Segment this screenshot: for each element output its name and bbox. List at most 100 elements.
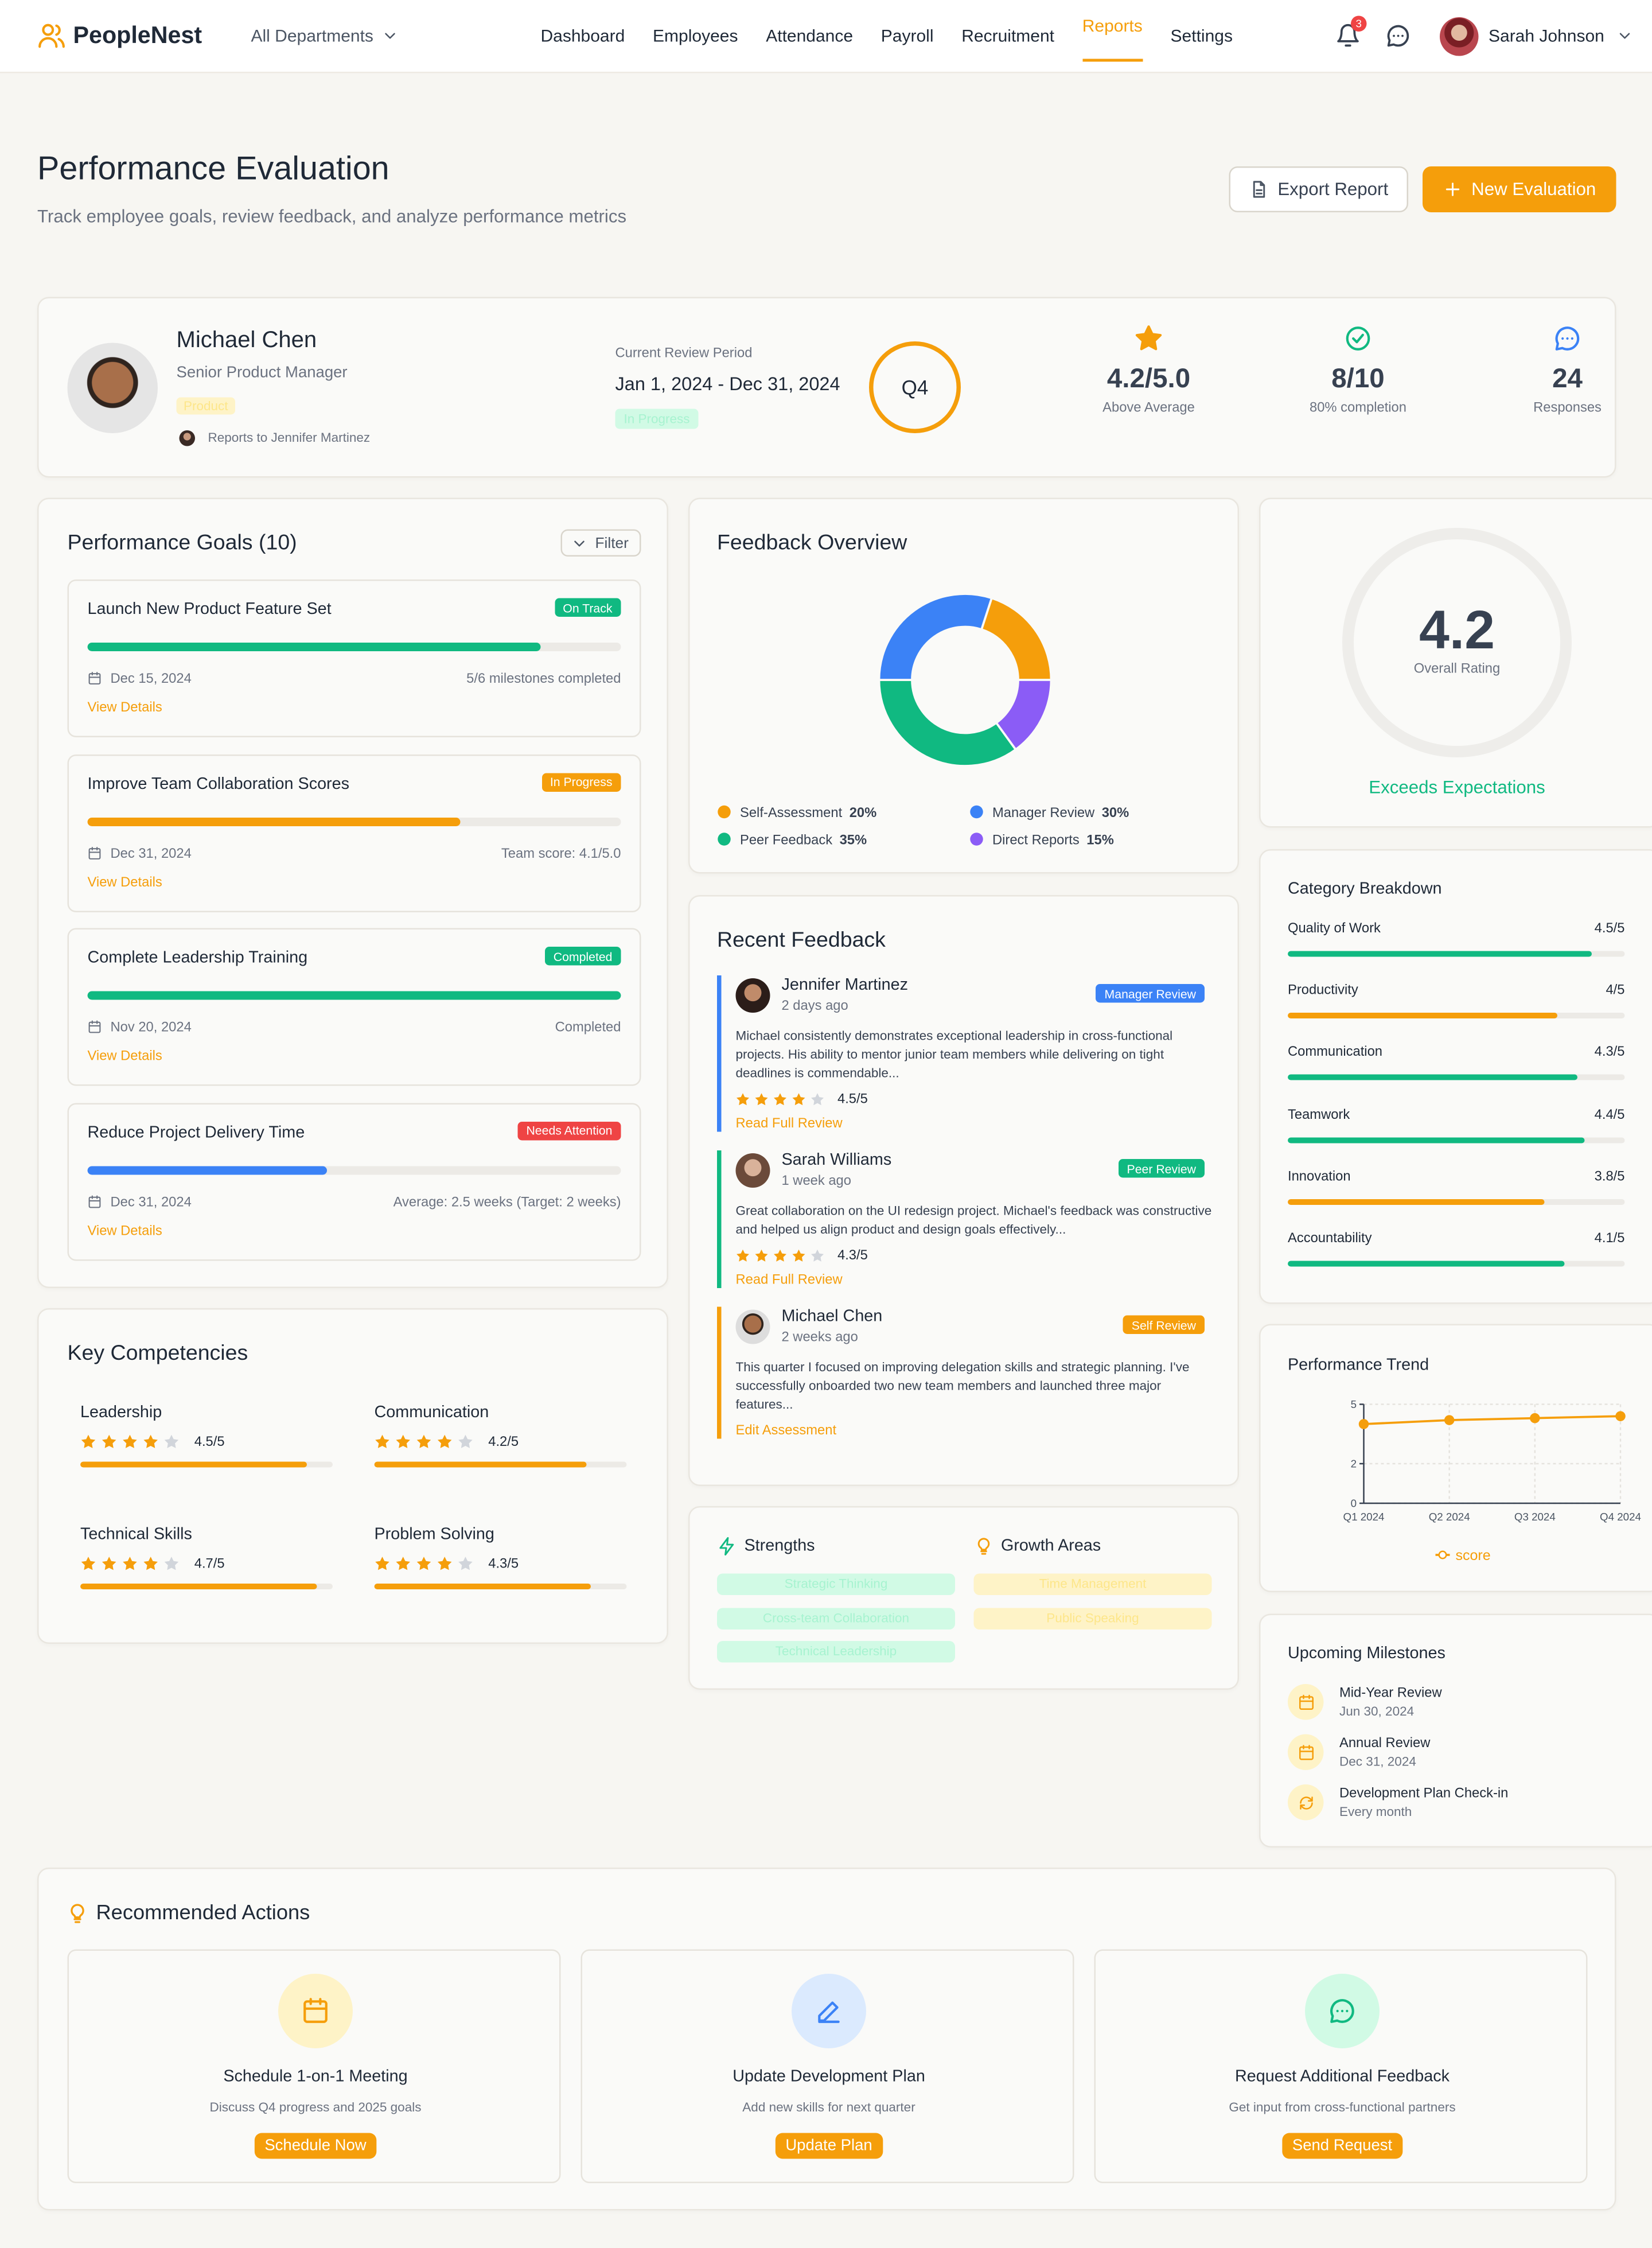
- growth-title: Growth Areas: [1001, 1538, 1101, 1555]
- feedback-head: Sarah Williams 1 week ago Peer Review: [735, 1150, 1212, 1193]
- review-period: Jan 1, 2024 - Dec 31, 2024: [615, 373, 840, 395]
- nav-link[interactable]: Attendance: [766, 26, 854, 46]
- profile-card: Michael Chen Senior Product Manager Prod…: [37, 297, 1616, 478]
- progress-track: [374, 1584, 627, 1589]
- progress-fill: [87, 1165, 328, 1174]
- nav-link[interactable]: Settings: [1170, 26, 1233, 46]
- progress-fill: [80, 1584, 318, 1589]
- competency-name: Technical Skills: [80, 1526, 192, 1543]
- feedback-item: Michael Chen 2 weeks ago Self Review This q…: [717, 1306, 1212, 1439]
- milestone-glyph-path: [1298, 1744, 1313, 1760]
- star: [458, 1434, 473, 1448]
- legend-label: Manager Review 30%: [992, 805, 1129, 820]
- filter-label: Filter: [595, 534, 629, 552]
- logo-icon-path: [38, 24, 65, 48]
- goal-link[interactable]: View Details: [87, 1223, 162, 1239]
- goal-link[interactable]: View Details: [87, 1048, 162, 1065]
- strengths-title: Strengths: [744, 1538, 815, 1555]
- calendar-icon-path: [88, 846, 101, 859]
- donut-chart: Self-Assessment 20% Direct Reports 15% Peer …: [718, 593, 1129, 847]
- feedback-item: Jennifer Martinez 2 days ago Manager Revie…: [717, 975, 1212, 1132]
- category-name: Innovation: [1288, 1168, 1351, 1185]
- nav-link[interactable]: Dashboard: [540, 26, 625, 46]
- milestone-glyph: [1298, 1694, 1313, 1709]
- progress-track: [1288, 1075, 1625, 1081]
- milestone-icon: [1288, 1734, 1324, 1770]
- notifications-button[interactable]: 3: [1335, 15, 1367, 56]
- review-text: This quarter I focused on improving dele…: [735, 1360, 1190, 1411]
- nav-link[interactable]: Recruitment: [961, 26, 1054, 46]
- chevron-path: [385, 33, 396, 39]
- star: [774, 1093, 786, 1106]
- action-button[interactable]: Send Request: [1282, 2133, 1402, 2159]
- star: [164, 1557, 179, 1570]
- goal-card: Launch New Product Feature Set On Track De…: [67, 579, 641, 737]
- progress-fill: [1288, 1261, 1564, 1267]
- rating-label: 4.3/5: [488, 1555, 519, 1572]
- competency-name: Communication: [374, 1404, 489, 1422]
- milestone-glyph-path: [1299, 1796, 1312, 1809]
- feedback-item: Sarah Williams 1 week ago Peer Review Great…: [717, 1150, 1212, 1288]
- stat-icon-path: [1135, 325, 1162, 351]
- trend-point: [1358, 1419, 1369, 1429]
- star: [416, 1557, 431, 1570]
- nav-link[interactable]: Reports: [1082, 16, 1143, 64]
- action-glyph: [1330, 1999, 1354, 2023]
- stat-icon: [1346, 326, 1370, 351]
- calendar-icon: [88, 846, 101, 859]
- action-button[interactable]: Update Plan: [775, 2133, 883, 2159]
- progress-track: [1288, 951, 1625, 957]
- goal-name: Launch New Product Feature Set: [87, 601, 332, 619]
- feedback-overview-card: Feedback Overview Self-Assessment 20% Dire…: [688, 497, 1239, 874]
- action-title: Request Additional Feedback: [1234, 2068, 1450, 2086]
- user-menu[interactable]: Sarah Johnson: [1489, 26, 1633, 46]
- x-tick-label: Q4 2024: [1600, 1511, 1641, 1523]
- x-tick-label: Q2 2024: [1429, 1511, 1470, 1523]
- brand: PeopleNest: [73, 23, 202, 49]
- stat-icon-path: [1346, 326, 1370, 351]
- action-glyph-path: [303, 1998, 328, 2023]
- category-breakdown-card: Category Breakdown Quality of Work 4.5/5 P…: [1259, 849, 1652, 1304]
- quarter-ring: [869, 341, 961, 433]
- competencies-title: Key Competencies: [67, 1341, 248, 1366]
- filter-button[interactable]: Filter: [560, 529, 641, 557]
- export-button[interactable]: Export Report: [1229, 166, 1408, 212]
- overall-verdict: Exceeds Expectations: [1369, 777, 1545, 798]
- nav-link[interactable]: Employees: [653, 26, 738, 46]
- goal-card: Improve Team Collaboration Scores In Prog…: [67, 753, 641, 912]
- action-title: Schedule 1-on-1 Meeting: [223, 2068, 408, 2086]
- bell-icon-path: [1337, 24, 1359, 47]
- action-description: Get input from cross-functional partners: [1229, 2100, 1456, 2114]
- goal-link[interactable]: View Details: [87, 700, 162, 716]
- goal-status: On Track: [554, 598, 621, 617]
- goal-detail: Average: 2.5 weeks (Target: 2 weeks): [393, 1194, 621, 1210]
- action-card: Update Development Plan Add new skills fo…: [580, 1949, 1074, 2183]
- star-rating: [81, 1434, 179, 1448]
- rating-label: 4.7/5: [194, 1555, 225, 1572]
- progress-fill: [87, 643, 541, 651]
- new-evaluation-button[interactable]: New Evaluation: [1423, 166, 1616, 212]
- star: [396, 1557, 410, 1570]
- messages-button[interactable]: [1385, 23, 1411, 56]
- recent-feedback-title: Recent Feedback: [717, 928, 886, 953]
- action-button[interactable]: Schedule Now: [254, 2133, 377, 2159]
- progress-fill: [374, 1584, 591, 1589]
- recommended-card: Recommended Actions Schedule 1-on-1 Meet…: [37, 1868, 1616, 2211]
- action-title: Update Development Plan: [733, 2068, 925, 2086]
- trend-point: [1530, 1413, 1540, 1424]
- review-link[interactable]: Edit Assessment: [735, 1423, 837, 1439]
- action-icon: [1305, 1974, 1380, 2048]
- review-link[interactable]: Read Full Review: [735, 1272, 843, 1289]
- milestone-icon: [1288, 1784, 1324, 1821]
- review-link[interactable]: Read Full Review: [735, 1116, 843, 1132]
- goal-link[interactable]: View Details: [87, 874, 162, 890]
- category-name: Productivity: [1288, 982, 1358, 999]
- nav-link[interactable]: Payroll: [880, 26, 934, 46]
- recommended-icon-wrap: [66, 1902, 89, 1932]
- page-title: Performance Evaluation: [37, 149, 389, 186]
- category-score: 4.3/5: [1594, 1044, 1625, 1061]
- progress-fill: [374, 1461, 587, 1468]
- review-type: Manager Review: [1096, 984, 1205, 1003]
- calendar-icon: [88, 1195, 101, 1208]
- department-select[interactable]: All Departments: [251, 26, 399, 46]
